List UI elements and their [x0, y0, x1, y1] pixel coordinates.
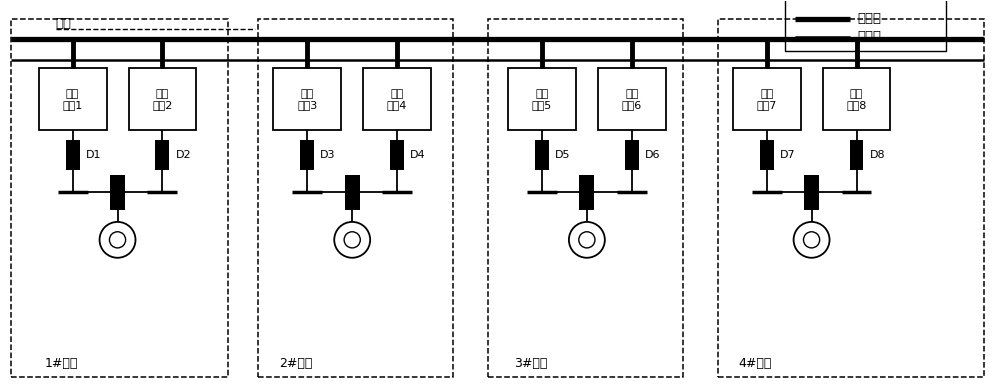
Text: 3#区间: 3#区间: [514, 357, 547, 370]
Text: 保护
装置1: 保护 装置1: [62, 88, 83, 110]
Text: 保护
装置8: 保护 装置8: [846, 88, 867, 110]
Bar: [300, 140, 314, 170]
Text: 4#区间: 4#区间: [739, 357, 772, 370]
Text: 2#区间: 2#区间: [279, 357, 313, 370]
Text: 电缆线: 电缆线: [858, 30, 882, 43]
Bar: [823, 68, 890, 130]
Bar: [760, 140, 774, 170]
Text: 保护
装置2: 保护 装置2: [152, 88, 173, 110]
Text: D3: D3: [320, 150, 336, 160]
Bar: [390, 140, 404, 170]
Text: D5: D5: [555, 150, 570, 160]
Bar: [785, 0, 946, 50]
Bar: [535, 140, 549, 170]
Bar: [258, 19, 453, 378]
Bar: [804, 175, 819, 210]
Text: 1#区间: 1#区间: [45, 357, 78, 370]
Text: 保护
装置5: 保护 装置5: [532, 88, 552, 110]
Bar: [625, 140, 639, 170]
Bar: [508, 68, 576, 130]
Text: D7: D7: [780, 150, 795, 160]
Text: D4: D4: [410, 150, 426, 160]
Text: D2: D2: [175, 150, 191, 160]
Text: D1: D1: [86, 150, 101, 160]
Text: 电源: 电源: [56, 17, 72, 30]
Bar: [488, 19, 683, 378]
Bar: [66, 140, 80, 170]
Bar: [273, 68, 341, 130]
Text: 保护
装置6: 保护 装置6: [622, 88, 642, 110]
Text: D6: D6: [645, 150, 660, 160]
Bar: [39, 68, 107, 130]
Bar: [733, 68, 801, 130]
Bar: [129, 68, 196, 130]
Bar: [363, 68, 431, 130]
Bar: [155, 140, 169, 170]
Text: 保护
装置4: 保护 装置4: [387, 88, 407, 110]
Bar: [598, 68, 666, 130]
Text: 通讯线: 通讯线: [858, 12, 882, 25]
Bar: [345, 175, 360, 210]
Text: 保护
装置3: 保护 装置3: [297, 88, 317, 110]
Text: D8: D8: [869, 150, 885, 160]
Text: 保护
装置7: 保护 装置7: [756, 88, 777, 110]
Bar: [579, 175, 594, 210]
Bar: [110, 175, 125, 210]
Bar: [850, 140, 863, 170]
Bar: [11, 19, 228, 378]
Bar: [718, 19, 984, 378]
